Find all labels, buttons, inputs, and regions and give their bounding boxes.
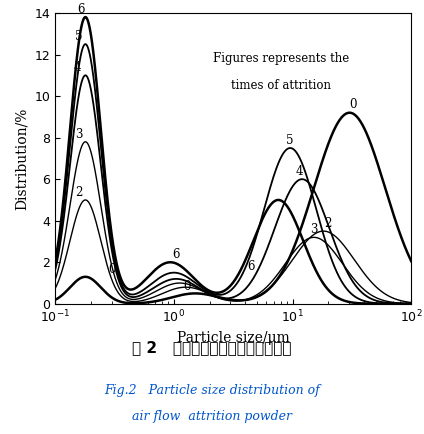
- Text: Figures represents the: Figures represents the: [213, 52, 349, 65]
- Text: times of attrition: times of attrition: [231, 79, 331, 92]
- Text: 3: 3: [310, 224, 317, 236]
- Text: 5: 5: [286, 134, 294, 147]
- Text: 6: 6: [173, 248, 180, 261]
- Text: 3: 3: [75, 128, 82, 141]
- Text: 2: 2: [75, 186, 82, 199]
- X-axis label: Particle size/μm: Particle size/μm: [177, 331, 290, 345]
- Text: 4: 4: [74, 61, 81, 74]
- Y-axis label: Distribution/%: Distribution/%: [15, 107, 29, 210]
- Text: 2: 2: [325, 217, 332, 230]
- Text: 4: 4: [296, 165, 304, 178]
- Text: 0: 0: [349, 98, 356, 111]
- Text: 5: 5: [75, 30, 82, 43]
- Text: air flow  attrition powder: air flow attrition powder: [132, 410, 292, 423]
- Text: 6: 6: [77, 3, 85, 16]
- Text: 0: 0: [184, 280, 191, 293]
- Text: 6: 6: [248, 260, 255, 273]
- Text: 0: 0: [108, 263, 115, 276]
- Text: 图 2   气流粉砖中粉的粒度分布曲线: 图 2 气流粉砖中粉的粒度分布曲线: [132, 340, 292, 355]
- Text: Fig.2   Particle size distribution of: Fig.2 Particle size distribution of: [104, 384, 320, 397]
